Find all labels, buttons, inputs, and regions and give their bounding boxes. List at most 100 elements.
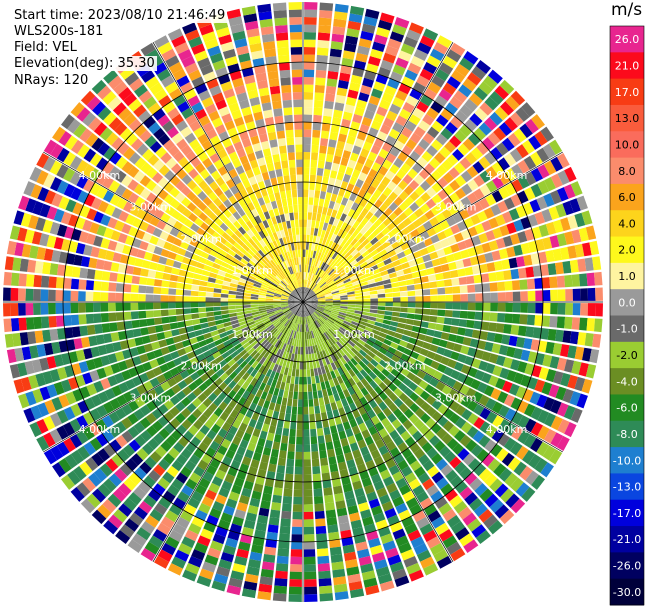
ppi-gate [513, 372, 524, 385]
ppi-gate [412, 218, 423, 229]
ppi-gate [343, 320, 351, 326]
ppi-gate [530, 183, 543, 198]
ppi-gate [283, 289, 291, 295]
ppi-gate [332, 218, 340, 227]
ppi-gate [152, 62, 168, 75]
ppi-gate [266, 377, 274, 386]
ppi-gate [352, 145, 362, 155]
ppi-gate [136, 345, 146, 355]
ppi-gate [235, 165, 245, 175]
ppi-gate [371, 88, 383, 99]
ppi-gate [319, 245, 325, 253]
ppi-gate [490, 147, 503, 161]
ppi-gate [240, 323, 249, 330]
ppi-gate [387, 330, 396, 337]
ppi-gate [115, 156, 128, 170]
ppi-gate [116, 321, 126, 331]
ppi-gate [429, 344, 439, 353]
ppi-gate [268, 425, 276, 434]
ppi-gate [490, 443, 503, 457]
ppi-gate [313, 99, 324, 108]
ppi-gate [460, 196, 472, 208]
ppi-gate [460, 364, 471, 375]
ppi-gate [153, 159, 165, 171]
ppi-gate [513, 128, 527, 143]
ppi-gate [560, 217, 571, 232]
ppi-gate [366, 491, 378, 502]
ppi-gate [339, 239, 347, 248]
ppi-gate [308, 204, 313, 213]
ppi-gate [269, 354, 276, 363]
ppi-gate [164, 205, 176, 216]
ppi-gate [366, 257, 375, 265]
ppi-gate [128, 226, 139, 237]
ppi-gate [367, 350, 376, 359]
ppi-gate [295, 451, 303, 460]
ppi-gate [388, 128, 400, 140]
ppi-gate [48, 302, 56, 315]
ppi-gate [138, 310, 147, 319]
ppi-gate [117, 330, 127, 341]
ppi-gate [321, 358, 327, 367]
ppi-gate [454, 232, 464, 243]
ppi-gate [510, 324, 520, 336]
ppi-gate [324, 434, 333, 443]
ppi-gate [317, 305, 325, 309]
ppi-gate [270, 394, 278, 404]
ppi-gate [103, 147, 116, 161]
ppi-gate [584, 257, 594, 272]
ppi-gate [163, 330, 173, 339]
ppi-gate [495, 448, 509, 462]
ppi-gate [555, 261, 564, 275]
ppi-gate [318, 359, 324, 368]
ppi-gate [345, 166, 354, 176]
ppi-gate [348, 368, 356, 378]
ppi-gate [169, 187, 180, 198]
ppi-gate [288, 2, 302, 10]
ppi-gate [281, 296, 289, 299]
ppi-gate [166, 126, 179, 139]
ppi-gate [145, 412, 157, 425]
ppi-gate [247, 347, 256, 355]
ppi-gate [169, 417, 181, 429]
ppi-gate [177, 101, 190, 113]
ppi-gate [277, 284, 285, 290]
ppi-gate [369, 48, 384, 60]
ppi-gate [161, 542, 177, 556]
ppi-gate [374, 209, 383, 219]
ppi-gate [272, 410, 280, 420]
ppi-gate [6, 240, 17, 256]
ppi-gate [100, 302, 109, 312]
ppi-gate [273, 305, 281, 309]
ppi-gate [445, 121, 458, 135]
ppi-gate [289, 295, 297, 300]
ppi-gate [420, 231, 430, 241]
ppi-gate [433, 353, 443, 363]
ppi-gate [108, 117, 122, 131]
ppi-gate [445, 469, 458, 483]
ppi-gate [140, 268, 149, 277]
ppi-gate [239, 235, 248, 244]
ppi-gate [237, 378, 246, 387]
ppi-gate [448, 167, 460, 179]
ppi-gate [349, 402, 358, 412]
ppi-gate [300, 302, 303, 310]
ppi-gate [258, 297, 266, 300]
ppi-gate [49, 160, 63, 176]
ppi-gate [201, 496, 214, 508]
ppi-gate [380, 327, 389, 334]
ppi-gate [175, 295, 184, 302]
ppi-gate [207, 547, 221, 559]
ppi-gate [281, 305, 289, 309]
ppi-gate [188, 69, 202, 82]
ppi-gate [183, 308, 192, 315]
ppi-gate [97, 448, 111, 462]
ppi-gate [169, 322, 179, 330]
ppi-gate [375, 317, 384, 324]
ppi-gate [259, 576, 273, 586]
ppi-gate [290, 174, 297, 183]
ppi-gate [259, 288, 268, 293]
ppi-gate [560, 372, 571, 387]
ppi-gate [284, 310, 291, 316]
ppi-gate [316, 351, 322, 360]
